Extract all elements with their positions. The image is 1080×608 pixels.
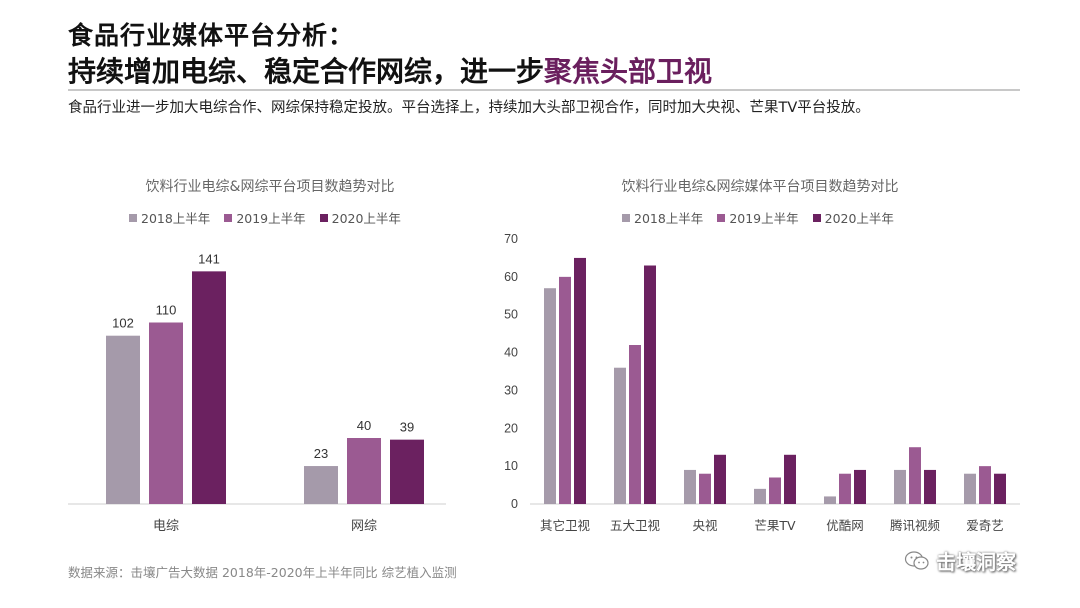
x-tick-label: 五大卫视 bbox=[610, 518, 661, 533]
bar bbox=[714, 454, 726, 504]
bar bbox=[192, 271, 226, 504]
x-tick-label: 电综 bbox=[153, 519, 179, 534]
bar bbox=[854, 469, 866, 504]
legend-label: 2019上半年 bbox=[729, 211, 799, 226]
x-tick-label: 网综 bbox=[351, 519, 377, 534]
bar bbox=[699, 473, 711, 504]
data-label: 39 bbox=[400, 420, 414, 435]
data-label: 141 bbox=[198, 251, 220, 266]
legend-label: 2018上半年 bbox=[141, 211, 211, 226]
chart1-legend: 2018上半年 2019上半年 2020上半年 bbox=[129, 208, 401, 227]
bar bbox=[544, 288, 556, 504]
chart1-title: 饮料行业电综&网综平台项目数趋势对比 bbox=[145, 179, 395, 195]
legend-label: 2019上半年 bbox=[236, 211, 306, 226]
y-tick-label: 50 bbox=[504, 308, 518, 322]
bar bbox=[304, 466, 338, 504]
y-tick-label: 0 bbox=[511, 497, 518, 511]
y-tick-label: 40 bbox=[504, 346, 518, 360]
y-tick-label: 30 bbox=[504, 383, 518, 397]
y-tick-label: 20 bbox=[504, 421, 518, 435]
legend-item: 2018上半年 bbox=[622, 208, 703, 227]
data-source-note: 数据来源：击壤广告大数据 2018年-2020年上半年同比 综艺植入监测 bbox=[68, 565, 457, 580]
legend-label: 2020上半年 bbox=[331, 211, 401, 226]
chart2-legend: 2018上半年 2019上半年 2020上半年 bbox=[622, 208, 894, 227]
legend-swatch bbox=[812, 213, 821, 222]
bar bbox=[979, 466, 991, 504]
watermark-text: 击壤洞察 bbox=[936, 550, 1016, 574]
legend-swatch bbox=[319, 213, 328, 222]
x-tick-label: 腾讯视频 bbox=[890, 518, 941, 533]
bar bbox=[614, 367, 626, 504]
legend-swatch bbox=[622, 213, 630, 222]
bar bbox=[894, 469, 906, 504]
wechat-icon bbox=[904, 550, 929, 570]
legend-item: 2019上半年 bbox=[717, 208, 799, 227]
bar bbox=[909, 447, 921, 504]
data-label: 102 bbox=[112, 316, 134, 331]
legend-item: 2020上半年 bbox=[812, 208, 894, 227]
x-tick-label: 央视 bbox=[692, 518, 718, 533]
title-divider bbox=[68, 89, 1020, 91]
data-label: 23 bbox=[314, 446, 328, 461]
headline-highlight: 聚焦头部卫视 bbox=[544, 55, 713, 88]
x-tick-label: 其它卫视 bbox=[540, 518, 591, 533]
headline-plain: 持续增加电综、稳定合作网综，进一步 bbox=[68, 55, 545, 88]
legend-item: 2020上半年 bbox=[319, 208, 401, 227]
bar bbox=[149, 322, 183, 504]
bar bbox=[684, 469, 696, 504]
legend-item: 2018上半年 bbox=[129, 208, 210, 227]
y-tick-label: 70 bbox=[504, 232, 518, 246]
bar bbox=[784, 454, 796, 504]
bar bbox=[924, 469, 936, 504]
bar bbox=[559, 276, 571, 504]
bar bbox=[574, 257, 586, 504]
page-title: 食品行业媒体平台分析： bbox=[68, 21, 355, 50]
legend-swatch bbox=[129, 213, 137, 222]
bar bbox=[390, 439, 424, 504]
legend-item: 2019上半年 bbox=[224, 208, 306, 227]
data-label: 40 bbox=[357, 418, 371, 433]
x-tick-label: 优酷网 bbox=[826, 518, 864, 533]
chart2-title: 饮料行业电综&网综媒体平台项目数趋势对比 bbox=[621, 179, 899, 195]
legend-swatch bbox=[224, 213, 233, 222]
page-headline: 持续增加电综、稳定合作网综，进一步聚焦头部卫视 bbox=[68, 50, 712, 90]
bar bbox=[964, 473, 976, 504]
watermark: 击壤洞察 bbox=[904, 546, 1016, 575]
legend-label: 2018上半年 bbox=[634, 211, 704, 226]
x-tick-label: 芒果TV bbox=[754, 518, 796, 533]
bar bbox=[769, 477, 781, 504]
x-tick-label: 爱奇艺 bbox=[966, 518, 1004, 533]
bar bbox=[754, 488, 766, 504]
bar bbox=[106, 335, 140, 504]
legend-swatch bbox=[717, 213, 726, 222]
y-tick-label: 60 bbox=[504, 270, 518, 284]
data-label: 110 bbox=[156, 303, 177, 318]
bar bbox=[994, 473, 1006, 504]
page-subtitle: 食品行业进一步加大电综合作、网综保持稳定投放。平台选择上，持续加大头部卫视合作，… bbox=[68, 100, 870, 116]
bar bbox=[347, 438, 381, 504]
legend-label: 2020上半年 bbox=[824, 211, 894, 226]
bar bbox=[629, 345, 641, 504]
bar bbox=[824, 496, 836, 504]
bar bbox=[839, 473, 851, 504]
y-tick-label: 10 bbox=[504, 459, 518, 473]
bar bbox=[644, 265, 656, 504]
